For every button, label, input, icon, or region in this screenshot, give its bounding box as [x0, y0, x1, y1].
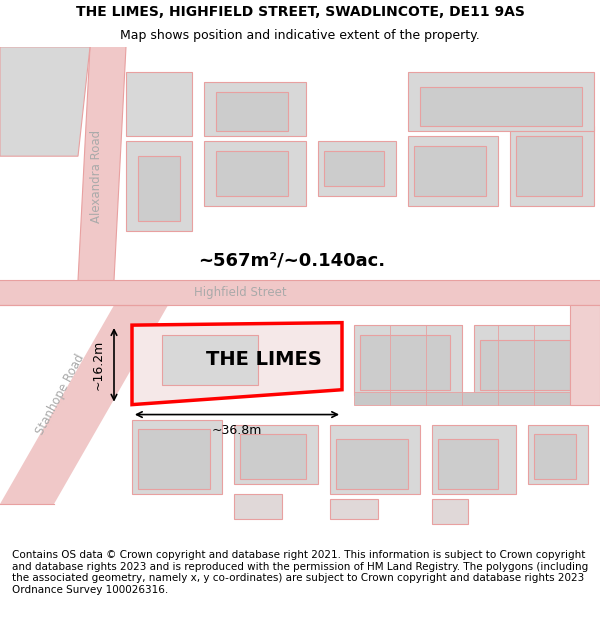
- Text: ~16.2m: ~16.2m: [92, 340, 105, 390]
- Polygon shape: [132, 322, 342, 404]
- Bar: [204, 141, 306, 206]
- Bar: [216, 151, 288, 196]
- Bar: [408, 136, 498, 206]
- Bar: [0, 281, 600, 305]
- Text: ~36.8m: ~36.8m: [212, 424, 262, 438]
- Bar: [138, 156, 180, 221]
- Bar: [126, 141, 192, 231]
- Bar: [432, 424, 516, 494]
- Bar: [408, 72, 594, 131]
- Bar: [414, 146, 486, 196]
- Bar: [432, 499, 468, 524]
- Polygon shape: [0, 47, 90, 156]
- Bar: [162, 335, 258, 385]
- Text: THE LIMES: THE LIMES: [206, 351, 322, 369]
- Bar: [330, 424, 420, 494]
- Bar: [234, 424, 318, 484]
- Bar: [240, 434, 306, 479]
- Bar: [474, 325, 582, 395]
- Bar: [420, 87, 582, 126]
- Bar: [318, 141, 396, 196]
- Text: Stanhope Road: Stanhope Road: [33, 352, 87, 437]
- Bar: [354, 392, 582, 404]
- Text: THE LIMES, HIGHFIELD STREET, SWADLINCOTE, DE11 9AS: THE LIMES, HIGHFIELD STREET, SWADLINCOTE…: [76, 5, 524, 19]
- Bar: [336, 439, 408, 489]
- Bar: [510, 126, 594, 206]
- Bar: [234, 494, 282, 519]
- Text: Highfield Street: Highfield Street: [194, 286, 286, 299]
- Bar: [360, 335, 450, 390]
- Text: Contains OS data © Crown copyright and database right 2021. This information is : Contains OS data © Crown copyright and d…: [12, 550, 588, 595]
- Bar: [528, 424, 588, 484]
- Polygon shape: [78, 47, 126, 281]
- Text: ~567m²/~0.140ac.: ~567m²/~0.140ac.: [198, 251, 385, 269]
- Bar: [438, 439, 498, 489]
- Bar: [204, 82, 306, 136]
- Bar: [138, 429, 210, 489]
- Bar: [324, 151, 384, 186]
- Bar: [480, 340, 570, 390]
- Bar: [126, 72, 192, 136]
- Text: Alexandra Road: Alexandra Road: [89, 129, 103, 222]
- Bar: [216, 92, 288, 131]
- Bar: [534, 434, 576, 479]
- Polygon shape: [0, 305, 168, 504]
- Bar: [132, 419, 222, 494]
- Bar: [330, 499, 378, 519]
- Text: Map shows position and indicative extent of the property.: Map shows position and indicative extent…: [120, 29, 480, 42]
- Bar: [570, 305, 600, 404]
- Bar: [354, 325, 462, 395]
- Bar: [516, 136, 582, 196]
